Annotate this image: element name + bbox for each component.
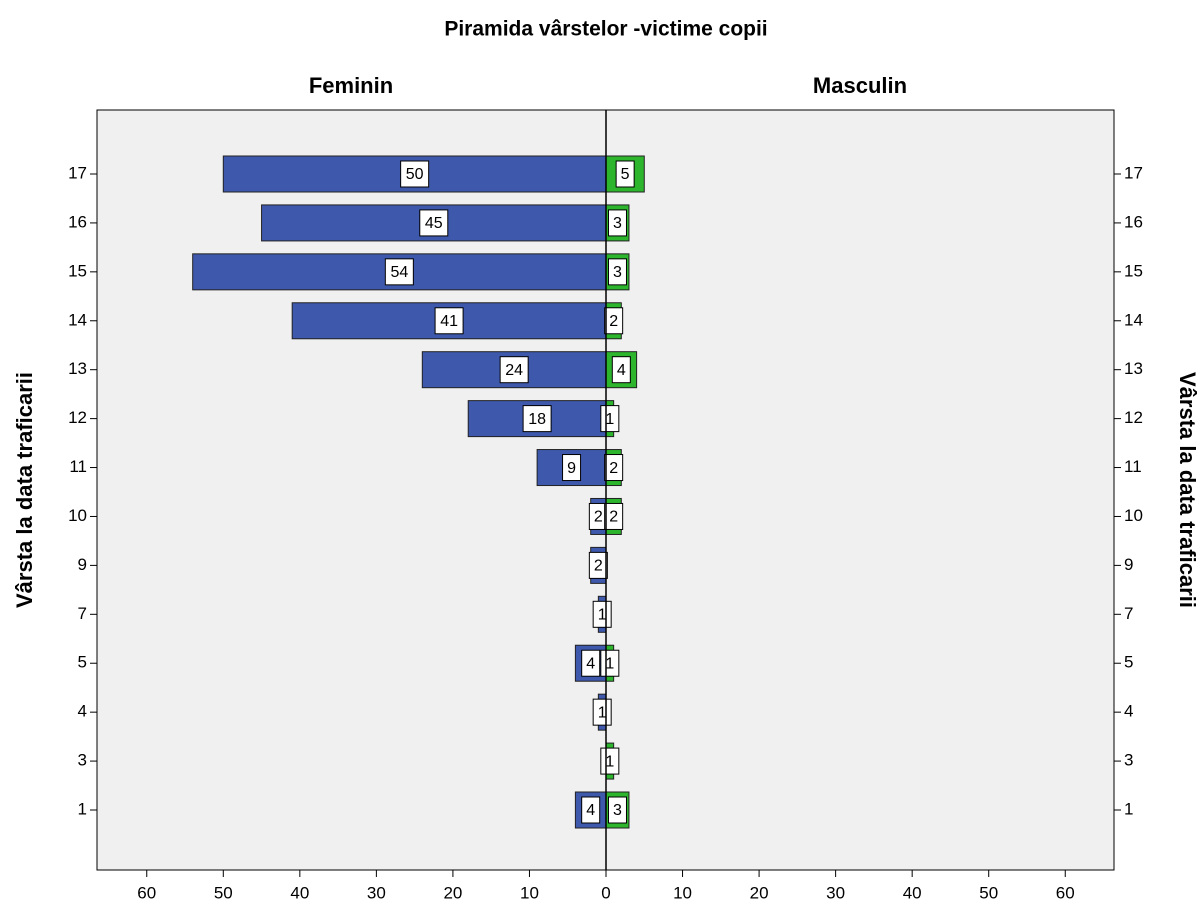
- y-tick-label: 3: [1124, 751, 1133, 770]
- x-tick-label: 50: [214, 883, 233, 902]
- x-tick-label: 10: [673, 883, 692, 902]
- value-label-box: [499, 356, 529, 384]
- y-tick-label: 7: [1124, 604, 1133, 623]
- value-label: 3: [613, 215, 622, 232]
- x-tick-label: 20: [750, 883, 769, 902]
- value-label-box: [434, 307, 464, 335]
- x-tick-label: 30: [367, 883, 386, 902]
- value-label: 1: [598, 607, 607, 624]
- y-tick-label: 11: [69, 457, 87, 476]
- y-tick-label: 12: [1124, 408, 1143, 427]
- y-tick-label: 3: [78, 751, 87, 770]
- y-tick-label: 10: [1124, 506, 1143, 525]
- y-tick-label: 1: [1124, 799, 1133, 818]
- y-tick-label: 4: [1124, 702, 1133, 721]
- value-label-box: [581, 796, 601, 824]
- value-label-box: [611, 356, 631, 384]
- value-label: 45: [425, 215, 443, 232]
- value-label-box: [522, 405, 552, 433]
- x-tick-label: 60: [137, 883, 156, 902]
- value-label: 4: [617, 362, 626, 379]
- y-tick-label: 14: [68, 310, 87, 329]
- y-tick-label: 17: [68, 163, 87, 182]
- value-label: 4: [586, 802, 595, 819]
- y-tick-label: 17: [1124, 163, 1143, 182]
- value-label-box: [604, 502, 624, 530]
- chart-title: Piramida vârstelor -victime copii: [444, 18, 767, 41]
- value-label-box: [384, 258, 414, 286]
- value-label-box: [607, 209, 627, 237]
- value-label: 2: [609, 509, 618, 526]
- y-tick-label: 10: [68, 506, 87, 525]
- x-tick-label: 10: [520, 883, 539, 902]
- value-label: 9: [567, 460, 576, 477]
- value-label: 50: [406, 166, 424, 183]
- value-label: 1: [598, 704, 607, 721]
- y-tick-label: 7: [78, 604, 87, 623]
- series-header: Feminin: [309, 73, 393, 98]
- value-label: 1: [605, 753, 614, 770]
- value-label: 1: [605, 411, 614, 428]
- value-label: 3: [613, 802, 622, 819]
- value-label: 5: [621, 166, 630, 183]
- value-label-box: [604, 307, 624, 335]
- y-tick-label: 12: [68, 408, 87, 427]
- value-label-box: [419, 209, 449, 237]
- value-label: 2: [594, 558, 603, 575]
- x-tick-label: 40: [903, 883, 922, 902]
- y-tick-label: 5: [78, 653, 87, 672]
- y-tick-label: 16: [1124, 212, 1143, 231]
- value-label-box: [607, 258, 627, 286]
- value-label: 2: [594, 509, 603, 526]
- y-tick-label: 13: [68, 359, 87, 378]
- value-label: 2: [609, 460, 618, 477]
- value-label: 18: [528, 411, 546, 428]
- y-tick-label: 13: [1124, 359, 1143, 378]
- value-label-box: [615, 160, 635, 188]
- y-axis-label: Vârsta la data traficarii: [1175, 372, 1200, 608]
- value-label-box: [607, 796, 627, 824]
- y-tick-label: 9: [78, 555, 87, 574]
- series-header: Masculin: [813, 73, 907, 98]
- x-tick-label: 40: [290, 883, 309, 902]
- x-tick-label: 30: [826, 883, 845, 902]
- y-tick-label: 16: [68, 212, 87, 231]
- x-tick-label: 50: [979, 883, 998, 902]
- value-label-box: [581, 649, 601, 677]
- value-label: 4: [586, 655, 595, 672]
- y-tick-label: 1: [78, 799, 87, 818]
- value-label: 3: [613, 264, 622, 281]
- y-tick-label: 15: [68, 261, 87, 280]
- value-label: 54: [390, 264, 408, 281]
- value-label-box: [400, 160, 430, 188]
- x-tick-label: 20: [443, 883, 462, 902]
- x-tick-label: 60: [1056, 883, 1075, 902]
- value-label-box: [604, 454, 624, 482]
- value-label-box: [588, 551, 608, 579]
- value-label: 2: [609, 313, 618, 330]
- value-label: 41: [440, 313, 458, 330]
- y-tick-label: 15: [1124, 261, 1143, 280]
- value-label-box: [562, 454, 582, 482]
- y-tick-label: 4: [78, 702, 87, 721]
- value-label: 1: [605, 655, 614, 672]
- y-axis-label: Vârsta la data traficarii: [12, 372, 37, 608]
- value-label: 24: [505, 362, 523, 379]
- y-tick-label: 14: [1124, 310, 1143, 329]
- x-tick-label: 0: [601, 883, 610, 902]
- y-tick-label: 11: [1124, 457, 1142, 476]
- y-tick-label: 9: [1124, 555, 1133, 574]
- y-tick-label: 5: [1124, 653, 1133, 672]
